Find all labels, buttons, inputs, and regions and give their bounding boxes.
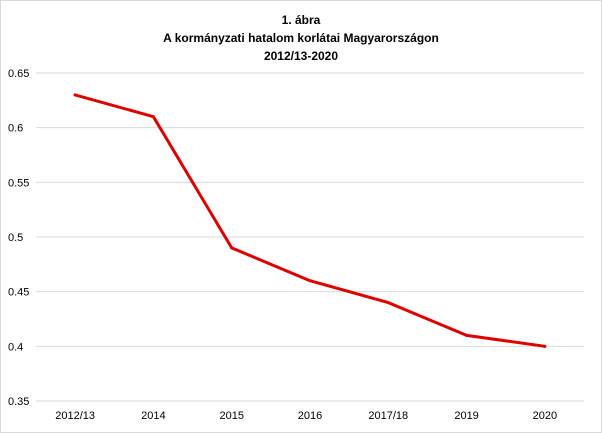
x-tick-label: 2020	[533, 410, 557, 422]
x-tick-label: 2012/13	[55, 410, 95, 422]
y-tick-label: 0.5	[8, 232, 23, 244]
y-tick-label: 0.6	[8, 123, 23, 135]
data-point	[73, 93, 77, 97]
data-point	[465, 333, 469, 337]
x-tick-label: 2016	[298, 410, 322, 422]
x-tick-label: 2019	[454, 410, 478, 422]
chart-subtitle: A kormányzati hatalom korlátai Magyarors…	[163, 31, 439, 45]
x-tick-label: 2014	[141, 410, 165, 422]
y-tick-label: 0.35	[8, 396, 29, 408]
y-tick-label: 0.55	[8, 177, 29, 189]
x-axis-labels: 2012/13 2014 2015 2016 2017/18 2019 2020	[55, 410, 557, 422]
chart-title: 1. ábra	[281, 13, 321, 27]
data-point	[543, 344, 547, 348]
data-point	[151, 115, 155, 119]
y-tick-label: 0.65	[8, 68, 29, 80]
series-line	[73, 93, 547, 348]
x-tick-label: 2015	[219, 410, 243, 422]
data-point	[230, 246, 234, 250]
data-point	[386, 301, 390, 305]
chart-period: 2012/13-2020	[263, 49, 339, 63]
y-axis-labels: 0.35 0.4 0.45 0.5 0.55 0.6 0.65	[8, 68, 29, 408]
x-tick-label: 2017/18	[368, 410, 408, 422]
series-layer	[73, 93, 547, 348]
y-tick-label: 0.4	[8, 341, 23, 353]
y-tick-label: 0.45	[8, 287, 29, 299]
gridlines	[36, 72, 584, 402]
data-point	[308, 279, 312, 283]
